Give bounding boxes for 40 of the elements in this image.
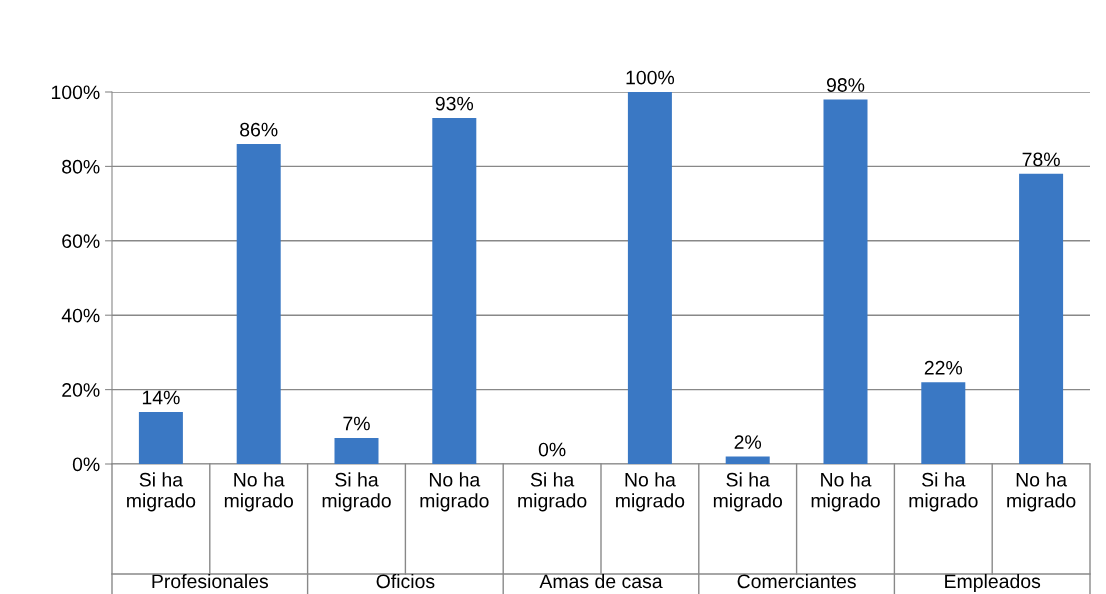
x-tick-label: Si ha migrado	[518, 472, 587, 512]
y-tick-label: 0%	[72, 457, 100, 472]
data-label: 14%	[142, 390, 180, 405]
bar	[725, 456, 770, 464]
y-tick-label: 60%	[62, 234, 100, 249]
x-tick-label: Si ha migrado	[322, 472, 391, 512]
y-tick-label: 80%	[62, 159, 100, 174]
x-tick-label: No ha migrado	[811, 472, 880, 512]
text: Comerciantes	[737, 573, 856, 589]
x-tick-label: Si ha migrado	[909, 472, 978, 512]
y-tick-label: 20%	[62, 383, 100, 397]
data-label: 0%	[538, 442, 566, 457]
bar	[236, 144, 281, 464]
x-tick-label: No ha migrado	[1007, 472, 1076, 512]
data-label: 100%	[626, 70, 675, 85]
text: Profesionales	[152, 573, 269, 589]
bar	[432, 118, 477, 464]
x-tick-label: No ha migrado	[224, 472, 294, 512]
x-tick-label: Si ha migrado	[713, 472, 783, 512]
bar	[334, 437, 379, 464]
text: Oficios	[376, 573, 435, 589]
text: Empleados	[945, 573, 1041, 593]
x-tick-label: No ha migrado	[616, 472, 685, 512]
data-label: 7%	[343, 416, 370, 431]
data-label: 78%	[1022, 152, 1060, 167]
bar	[1019, 173, 1064, 464]
data-label: 98%	[826, 78, 865, 92]
text: Amas de casa	[539, 573, 663, 589]
data-label: 22%	[924, 360, 963, 375]
data-label: 93%	[435, 96, 474, 111]
bar	[921, 382, 966, 464]
y-tick-label: 100%	[51, 85, 100, 100]
data-label: 2%	[734, 435, 762, 449]
data-label: 86%	[240, 122, 278, 137]
bar	[823, 99, 868, 464]
x-tick-label: Si ha migrado	[127, 472, 196, 512]
x-tick-label: No ha migrado	[420, 472, 489, 512]
bar	[138, 411, 183, 464]
bar	[627, 92, 672, 464]
y-tick-label: 40%	[61, 308, 100, 323]
